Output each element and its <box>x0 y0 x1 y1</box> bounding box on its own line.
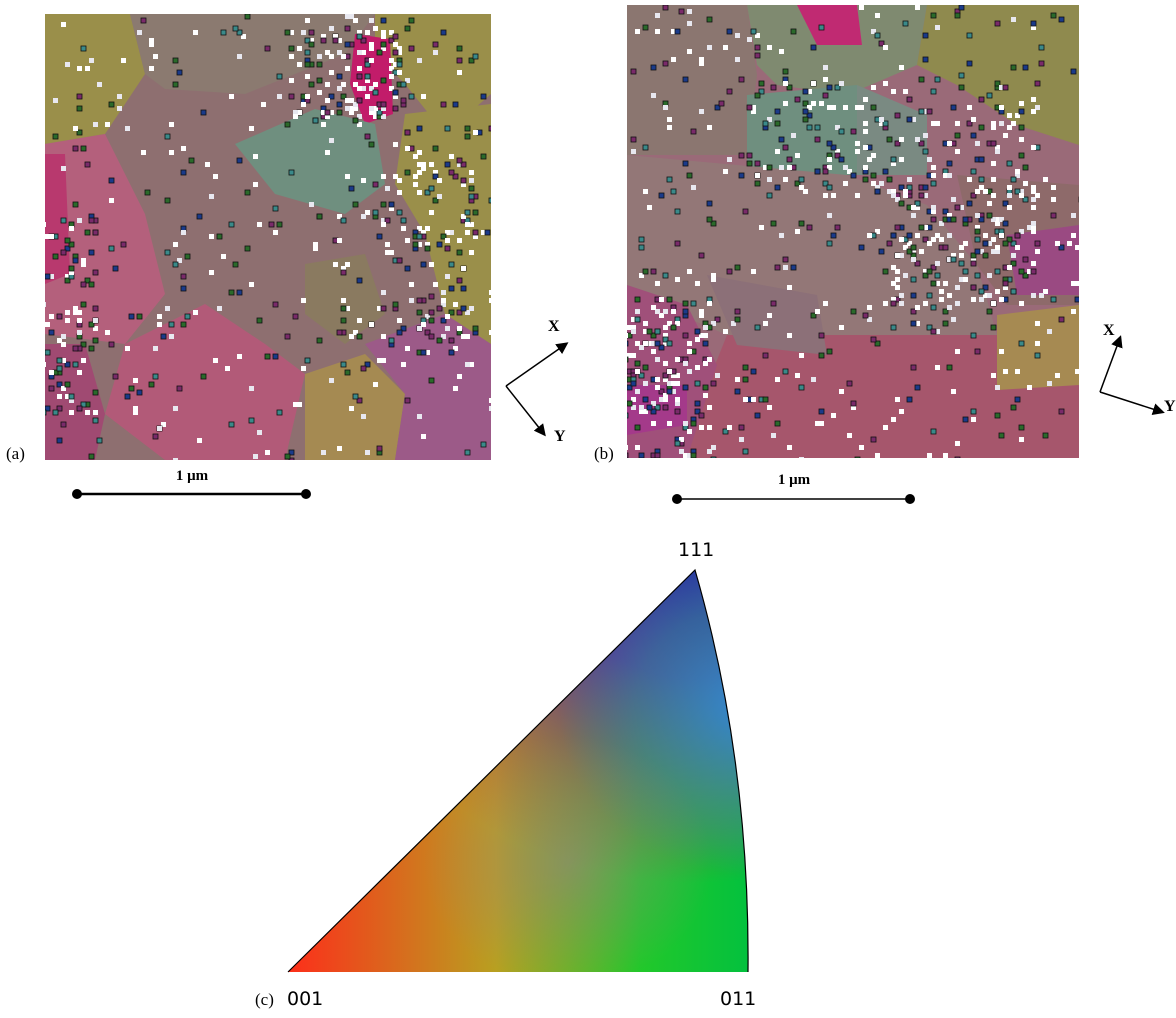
ipf-triangle <box>280 560 760 980</box>
axis-y-label-a: Y <box>554 428 566 445</box>
axes-a <box>500 322 580 452</box>
scale-bar-b-label: 1 μm <box>777 472 811 488</box>
scale-bar-b <box>672 492 916 506</box>
axis-x-label-a: X <box>548 318 560 335</box>
axis-x-label-b: X <box>1103 322 1115 339</box>
dot-icon <box>301 489 311 499</box>
y-arrow-icon <box>505 385 546 437</box>
y-arrow-icon <box>1099 391 1165 415</box>
axes-b <box>1092 328 1176 428</box>
ebsd-map-b <box>627 5 1079 458</box>
noise-dots-b <box>627 5 1079 458</box>
ebsd-map-b-image <box>627 5 1079 458</box>
scale-bar-a <box>72 487 312 501</box>
dot-icon <box>905 494 915 504</box>
x-arrow-icon <box>1099 335 1123 393</box>
ebsd-map-a <box>45 14 491 460</box>
panel-b-label: (b) <box>594 444 614 463</box>
dot-icon <box>672 494 682 504</box>
ipf-corner-111: 111 <box>678 539 715 561</box>
ipf-corner-011: 011 <box>720 988 757 1010</box>
dot-icon <box>72 489 82 499</box>
noise-dots-a <box>45 14 491 460</box>
scale-bar-a-label: 1 μm <box>175 468 209 484</box>
panel-a-label: (a) <box>6 444 25 463</box>
axis-y-label-b: Y <box>1164 398 1176 415</box>
ebsd-map-a-image <box>45 14 491 460</box>
ipf-corner-001: 001 <box>287 988 324 1010</box>
x-arrow-icon <box>505 342 569 387</box>
panel-c-label: (c) <box>255 990 274 1009</box>
